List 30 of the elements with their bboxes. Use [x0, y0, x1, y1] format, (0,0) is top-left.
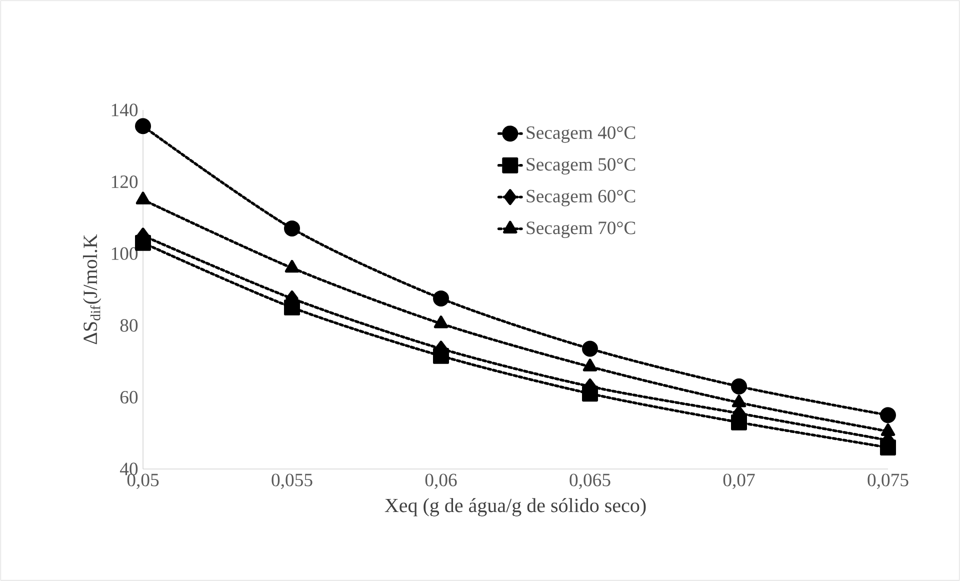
point	[582, 340, 598, 357]
y-tick-label: 40	[120, 462, 138, 476]
point	[880, 407, 896, 424]
point	[434, 316, 448, 328]
y-tick-label: 60	[120, 390, 138, 404]
point	[880, 423, 896, 436]
point	[732, 394, 746, 408]
point	[284, 260, 300, 273]
y-axis-title: ΔS$_{dif}$(J/mol.K	[83, 234, 102, 344]
point	[136, 192, 150, 204]
y-tick-label: 100	[112, 247, 138, 260]
y-tick-label: 120	[112, 175, 138, 188]
y-tick-label: 80	[120, 319, 138, 332]
x-tick-label: 0,05	[127, 474, 159, 489]
point	[582, 358, 598, 372]
y-tick-label: 140	[112, 104, 138, 116]
point	[284, 220, 300, 236]
x-axis-title: Xeq (g de água/g de sólido seco)	[384, 498, 646, 516]
point	[135, 118, 152, 134]
legend-label: Secagem 40°C	[526, 126, 636, 143]
legend-label: Secagem 60°C	[526, 190, 636, 206]
legend-label: Secagem 70°C	[526, 222, 636, 238]
point	[731, 378, 747, 394]
x-tick-label: 0,07	[723, 474, 755, 489]
x-tick-label: 0,06	[425, 474, 457, 489]
x-tick-label: 0,065	[570, 474, 610, 489]
legend-label: Secagem 50°C	[526, 158, 636, 175]
point	[433, 290, 450, 306]
x-tick-label: 0,055	[272, 474, 312, 489]
x-tick-label: 0,075	[868, 474, 908, 489]
